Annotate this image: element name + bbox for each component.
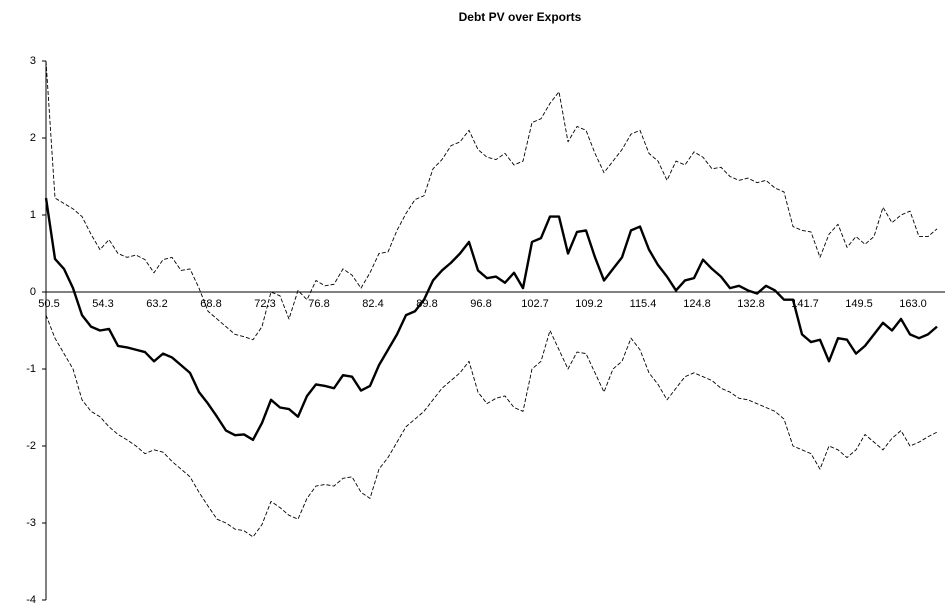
y-tick-label: 2 <box>30 132 36 144</box>
series-line <box>45 60 938 341</box>
y-tick-label: 3 <box>30 55 36 67</box>
y-tick-label: -1 <box>26 363 36 375</box>
x-tick-label: 163.0 <box>899 298 927 310</box>
x-tick-label: 102.7 <box>521 298 549 310</box>
x-tick-label: 63.2 <box>146 298 167 310</box>
chart-title: Debt PV over Exports <box>459 10 582 24</box>
x-tick-label: 82.4 <box>362 298 383 310</box>
y-tick-label: -2 <box>26 440 36 452</box>
y-tick-label: 0 <box>30 286 36 298</box>
series-line <box>44 197 938 442</box>
x-tick-label: 124.8 <box>683 298 711 310</box>
x-tick-label: 96.8 <box>470 298 491 310</box>
y-tick-label: 1 <box>30 209 36 221</box>
x-tick-label: 115.4 <box>630 298 657 310</box>
x-tick-label: 72.3 <box>254 298 275 310</box>
x-tick-label: 50.5 <box>38 298 59 310</box>
x-tick-label: 76.8 <box>308 298 329 310</box>
x-tick-label: 149.5 <box>845 298 873 310</box>
y-tick-label: -4 <box>26 594 36 606</box>
x-tick-label: 109.2 <box>575 298 603 310</box>
x-tick-label: 141.7 <box>791 298 819 310</box>
x-tick-label: 54.3 <box>92 298 113 310</box>
y-tick-label: -3 <box>26 517 36 529</box>
series-line <box>45 314 938 538</box>
x-tick-label: 132.8 <box>737 298 765 310</box>
x-tick-label: 68.8 <box>200 298 221 310</box>
